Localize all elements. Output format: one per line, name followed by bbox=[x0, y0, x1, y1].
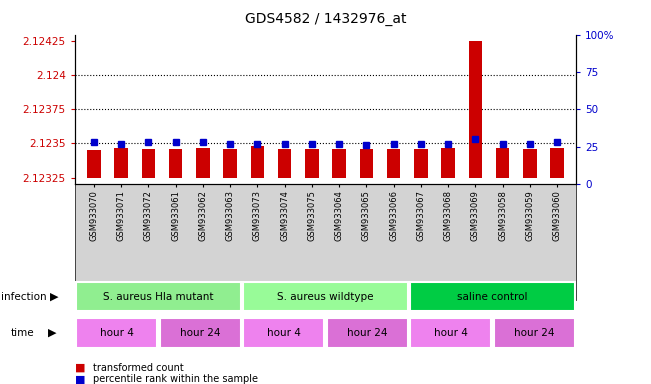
Text: S. aureus Hla mutant: S. aureus Hla mutant bbox=[103, 291, 214, 302]
Text: hour 24: hour 24 bbox=[514, 328, 555, 338]
Bar bbox=[223, 149, 237, 177]
Text: hour 4: hour 4 bbox=[267, 328, 301, 338]
Bar bbox=[278, 149, 292, 177]
Bar bbox=[359, 149, 373, 177]
Text: hour 4: hour 4 bbox=[100, 328, 133, 338]
Bar bbox=[243, 318, 324, 348]
Bar bbox=[387, 149, 400, 177]
Text: percentile rank within the sample: percentile rank within the sample bbox=[93, 374, 258, 384]
Bar bbox=[523, 149, 536, 177]
Bar bbox=[159, 318, 241, 348]
Bar bbox=[76, 282, 241, 311]
Text: ▶: ▶ bbox=[49, 291, 59, 302]
Text: hour 24: hour 24 bbox=[180, 328, 221, 338]
Text: ■: ■ bbox=[75, 363, 85, 373]
Bar bbox=[410, 282, 575, 311]
Text: hour 24: hour 24 bbox=[347, 328, 387, 338]
Text: S. aureus wildtype: S. aureus wildtype bbox=[277, 291, 374, 302]
Bar bbox=[496, 147, 509, 177]
Bar bbox=[441, 147, 455, 177]
Text: time: time bbox=[10, 328, 34, 338]
Bar bbox=[332, 149, 346, 177]
Text: hour 4: hour 4 bbox=[434, 328, 468, 338]
Bar bbox=[87, 150, 101, 177]
Bar bbox=[142, 149, 155, 177]
Bar bbox=[550, 147, 564, 177]
Text: ■: ■ bbox=[75, 374, 85, 384]
Bar bbox=[305, 149, 319, 177]
Bar bbox=[251, 146, 264, 177]
Bar bbox=[196, 147, 210, 177]
Text: transformed count: transformed count bbox=[93, 363, 184, 373]
Text: ▶: ▶ bbox=[48, 328, 57, 338]
Bar bbox=[115, 147, 128, 177]
Bar bbox=[469, 41, 482, 177]
Bar bbox=[169, 149, 182, 177]
Bar bbox=[414, 149, 428, 177]
Bar bbox=[494, 318, 575, 348]
Text: infection: infection bbox=[1, 291, 47, 302]
Bar bbox=[410, 318, 492, 348]
Text: saline control: saline control bbox=[458, 291, 528, 302]
Text: GDS4582 / 1432976_at: GDS4582 / 1432976_at bbox=[245, 12, 406, 25]
Bar bbox=[327, 318, 408, 348]
Bar bbox=[243, 282, 408, 311]
Bar bbox=[76, 318, 157, 348]
